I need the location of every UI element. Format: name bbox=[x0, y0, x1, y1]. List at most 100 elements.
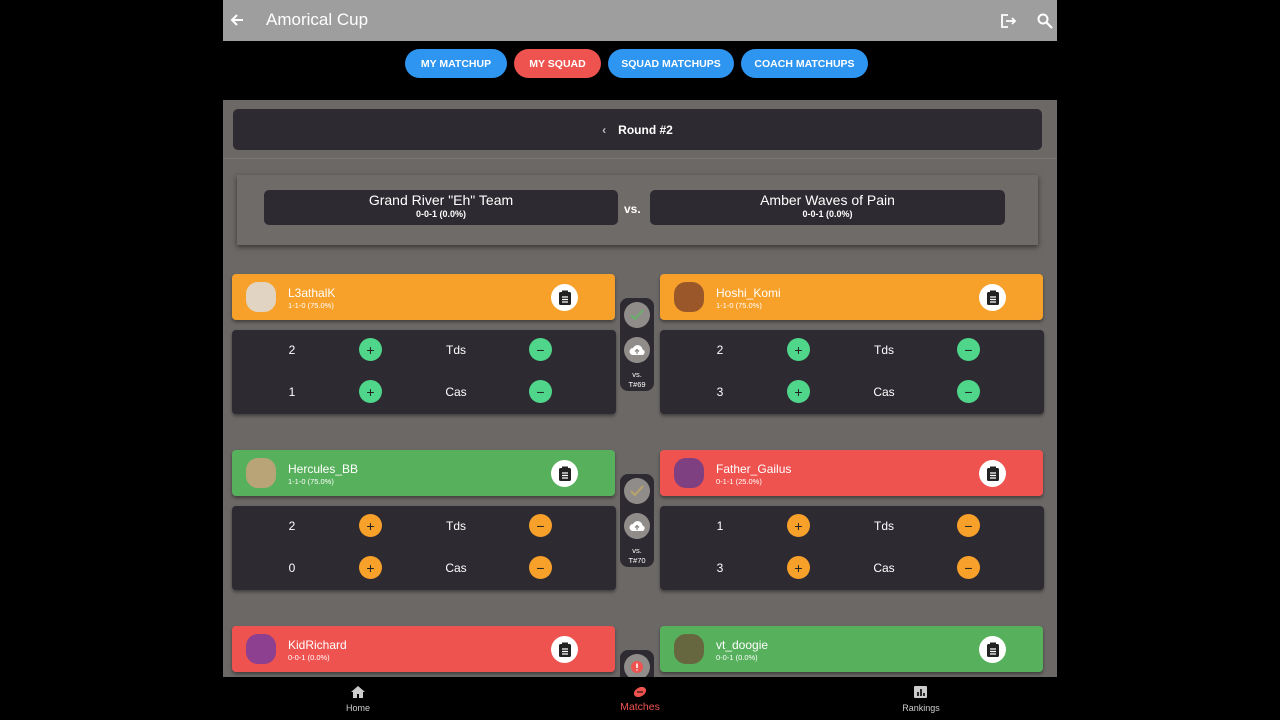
plus-button[interactable]: + bbox=[787, 338, 810, 361]
avatar bbox=[674, 282, 704, 312]
player-name: Hercules_BB bbox=[288, 462, 359, 476]
nav-icon bbox=[914, 685, 928, 698]
nav-icon bbox=[351, 685, 365, 698]
notes-button[interactable] bbox=[551, 284, 578, 311]
tab[interactable]: MY SQUAD bbox=[514, 49, 601, 78]
alert-button[interactable] bbox=[624, 654, 650, 677]
minus-button[interactable]: − bbox=[957, 514, 980, 537]
back-button[interactable] bbox=[229, 12, 245, 28]
nav-label: Home bbox=[345, 703, 370, 713]
stat-value: 2 bbox=[716, 343, 724, 357]
notes-button[interactable] bbox=[551, 636, 578, 663]
stat-value: 3 bbox=[716, 561, 724, 575]
plus-button[interactable]: + bbox=[787, 380, 810, 403]
player-record: 1-1-0 (75.0%) bbox=[716, 301, 762, 310]
stat-label: Cas bbox=[445, 561, 467, 575]
stats-card: 2 + Tds − 3 + Cas − bbox=[660, 330, 1044, 414]
player-card[interactable]: Father_Gailus 0-1-1 (25.0%) bbox=[660, 450, 1043, 496]
nav-label: Matches bbox=[620, 701, 660, 713]
minus-button[interactable]: − bbox=[957, 338, 980, 361]
minus-button[interactable]: − bbox=[957, 380, 980, 403]
table-label: T#70 bbox=[628, 556, 646, 565]
search-button[interactable] bbox=[1037, 13, 1053, 29]
match-status bbox=[620, 650, 654, 677]
prev-icon: ‹ bbox=[602, 122, 607, 137]
player-name: KidRichard bbox=[288, 638, 347, 652]
player-card[interactable]: vt_doogie 0-0-1 (0.0%) bbox=[660, 626, 1043, 672]
nav-icon bbox=[633, 685, 647, 698]
divider bbox=[223, 158, 1057, 159]
team-record: 0-0-1 (0.0%) bbox=[415, 209, 467, 219]
confirm-button[interactable] bbox=[624, 478, 650, 504]
player-card[interactable]: KidRichard 0-0-1 (0.0%) bbox=[232, 626, 615, 672]
stat-label: Tds bbox=[873, 343, 894, 357]
app-title: Amorical Cup bbox=[266, 10, 369, 29]
tab[interactable]: SQUAD MATCHUPS bbox=[608, 49, 734, 78]
avatar bbox=[674, 458, 704, 488]
round-label: Round #2 bbox=[618, 122, 673, 137]
minus-button[interactable]: − bbox=[529, 338, 552, 361]
stat-label: Tds bbox=[445, 343, 466, 357]
plus-button[interactable]: + bbox=[359, 514, 382, 537]
top-bar: Amorical Cup bbox=[223, 0, 1057, 41]
player-name: Father_Gailus bbox=[716, 462, 792, 476]
player-card[interactable]: Hoshi_Komi 1-1-0 (75.0%) bbox=[660, 274, 1043, 320]
upload-button[interactable] bbox=[624, 513, 650, 539]
tab[interactable]: COACH MATCHUPS bbox=[741, 49, 868, 78]
bottom-nav: Home Matches Rankings bbox=[223, 677, 1057, 720]
avatar bbox=[246, 282, 276, 312]
vs-label: vs. bbox=[624, 202, 641, 216]
minus-button[interactable]: − bbox=[529, 556, 552, 579]
stat-label: Cas bbox=[445, 385, 467, 399]
round-bar[interactable]: ‹ Round #2 bbox=[233, 109, 1042, 150]
player-record: 1-1-0 (75.0%) bbox=[288, 301, 334, 310]
player-name: vt_doogie bbox=[716, 638, 769, 652]
player-record: 0-0-1 (0.0%) bbox=[288, 653, 330, 662]
player-record: 1-1-0 (75.0%) bbox=[288, 477, 334, 486]
team-name: Grand River "Eh" Team bbox=[368, 192, 514, 208]
upload-button[interactable] bbox=[624, 337, 650, 363]
vs-label: vs. bbox=[632, 546, 642, 555]
minus-button[interactable]: − bbox=[957, 556, 980, 579]
notes-button[interactable] bbox=[551, 460, 578, 487]
stats-card: 1 + Tds − 3 + Cas − bbox=[660, 506, 1044, 590]
logout-button[interactable] bbox=[1000, 13, 1017, 29]
player-card[interactable]: L3athalK 1-1-0 (75.0%) bbox=[232, 274, 615, 320]
vs-label: vs. bbox=[632, 370, 642, 379]
player-name: L3athalK bbox=[288, 286, 336, 300]
match-status: vs. T#69 bbox=[620, 298, 654, 391]
notes-button[interactable] bbox=[979, 460, 1006, 487]
teams-card: Grand River "Eh" Team 0-0-1 (0.0%) vs. A… bbox=[237, 175, 1038, 245]
stats-card: 2 + Tds − 0 + Cas − bbox=[232, 506, 616, 590]
stat-value: 1 bbox=[288, 385, 296, 399]
team-record: 0-0-1 (0.0%) bbox=[802, 209, 853, 219]
stat-label: Tds bbox=[445, 519, 466, 533]
match-status: vs. T#70 bbox=[620, 474, 654, 567]
stat-value: 0 bbox=[288, 561, 296, 575]
plus-button[interactable]: + bbox=[359, 556, 382, 579]
plus-button[interactable]: + bbox=[787, 556, 810, 579]
nav-label: Rankings bbox=[902, 703, 940, 713]
minus-button[interactable]: − bbox=[529, 380, 552, 403]
plus-button[interactable]: + bbox=[359, 338, 382, 361]
stat-value: 1 bbox=[716, 519, 724, 533]
table-label: T#69 bbox=[628, 380, 646, 389]
team-name: Amber Waves of Pain bbox=[760, 192, 895, 208]
stat-value: 2 bbox=[288, 519, 296, 533]
stat-label: Tds bbox=[873, 519, 894, 533]
confirm-button[interactable] bbox=[624, 302, 650, 328]
minus-button[interactable]: − bbox=[529, 514, 552, 537]
stat-label: Cas bbox=[873, 561, 895, 575]
player-card[interactable]: Hercules_BB 1-1-0 (75.0%) bbox=[232, 450, 615, 496]
tab[interactable]: MY MATCHUP bbox=[405, 49, 507, 78]
notes-button[interactable] bbox=[979, 636, 1006, 663]
plus-button[interactable]: + bbox=[359, 380, 382, 403]
plus-button[interactable]: + bbox=[787, 514, 810, 537]
avatar bbox=[674, 634, 704, 664]
player-record: 0-0-1 (0.0%) bbox=[716, 653, 758, 662]
stat-label: Cas bbox=[873, 385, 895, 399]
notes-button[interactable] bbox=[979, 284, 1006, 311]
stat-value: 2 bbox=[288, 343, 296, 357]
away-team: Amber Waves of Pain 0-0-1 (0.0%) bbox=[650, 190, 1005, 225]
